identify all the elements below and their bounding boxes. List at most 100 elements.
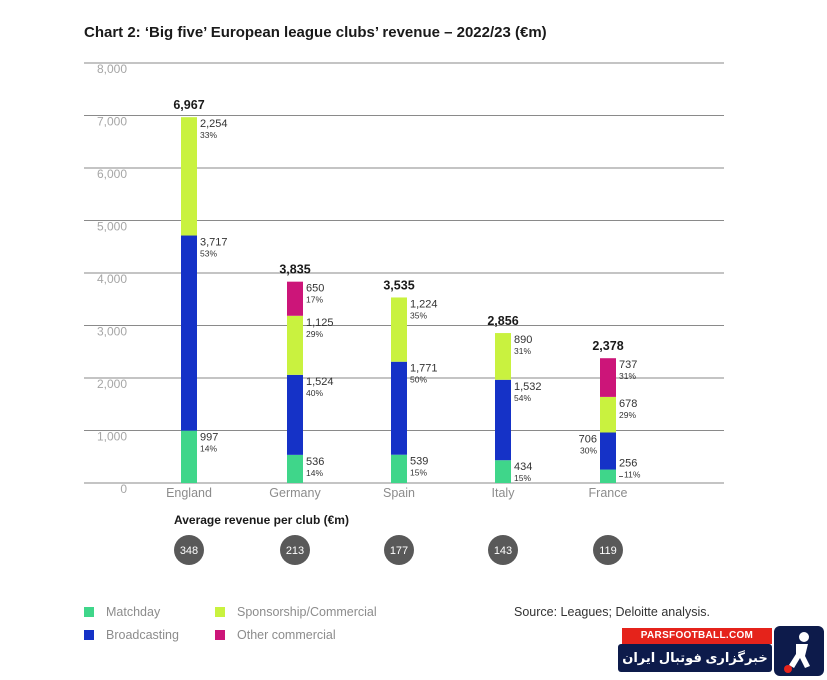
segment-pct-label: 40% — [306, 388, 323, 398]
source-note: Source: Leagues; Deloitte analysis. — [514, 605, 710, 619]
legend-swatch-other — [215, 630, 225, 640]
x-category-label: Italy — [492, 486, 516, 500]
segment-value-label: 890 — [514, 334, 532, 346]
legend-swatch-sponsorship — [215, 607, 225, 617]
segment-value-label: 536 — [306, 456, 324, 468]
y-tick-label: 7,000 — [97, 115, 127, 129]
segment-pct-label: 15% — [514, 473, 531, 483]
y-tick-label: 6,000 — [97, 167, 127, 181]
x-category-label: Germany — [269, 486, 321, 500]
legend-other: Other commercial — [215, 628, 336, 642]
segment-pct-label: 15% — [410, 468, 427, 478]
bar-segment-broadcasting — [181, 235, 197, 431]
bar-chart: 0 1,000 2,000 3,000 4,000 5,000 6,000 7,000 8,00… — [84, 62, 724, 565]
segment-value-label: 539 — [410, 456, 428, 468]
bar-total-label: 3,835 — [279, 263, 310, 277]
y-tick-label: 3,000 — [97, 325, 127, 339]
bar-total-label: 2,856 — [487, 314, 518, 328]
legend-matchday: Matchday — [84, 605, 160, 619]
legend-label-matchday: Matchday — [106, 605, 161, 619]
y-tick-label: 0 — [120, 482, 127, 496]
bar-segment-matchday — [495, 460, 511, 483]
y-tick-label: 1,000 — [97, 430, 127, 444]
segment-pct-label: 33% — [200, 130, 217, 140]
bar-segment-broadcasting — [391, 361, 407, 455]
bar-segment-matchday — [600, 469, 616, 483]
segment-value-label: 2,254 — [200, 118, 228, 130]
avg-revenue-circle — [280, 535, 310, 565]
bar-segment-broadcasting — [287, 374, 303, 455]
bar-total-label: 3,535 — [383, 278, 414, 292]
segment-pct-label: 54% — [514, 393, 531, 403]
bar-total-label: 6,967 — [173, 98, 204, 112]
segment-value-label: 706 — [579, 433, 597, 445]
segment-value-label: 256 — [619, 458, 637, 470]
y-tick-label: 2,000 — [97, 377, 127, 391]
x-category-label: France — [589, 486, 628, 500]
segment-pct-label: 17% — [306, 295, 323, 305]
segment-pct-label: 14% — [200, 444, 217, 454]
bar-segment-sponsorship-commercial — [181, 117, 197, 236]
segment-pct-label: 53% — [200, 249, 217, 259]
segment-pct-label: 14% — [306, 468, 323, 478]
legend-label-broadcasting: Broadcasting — [106, 628, 179, 642]
bar-segment-broadcasting — [600, 432, 616, 470]
avg-revenue-value: 213 — [286, 545, 304, 557]
parsfootball-watermark: PARSFOOTBALL.COM خبرگزاری فوتبال ایران — [618, 626, 826, 676]
avg-revenue-layer: 348 213 177 143 119 — [174, 535, 623, 565]
y-tick-label: 4,000 — [97, 272, 127, 286]
bar-segment-matchday — [391, 454, 407, 483]
segment-value-label: 1,771 — [410, 363, 438, 375]
segment-pct-label: 35% — [410, 310, 427, 320]
bar-segment-matchday — [181, 430, 197, 483]
bar-segment-other-commercial — [287, 281, 303, 316]
bar-segment-sponsorship-commercial — [495, 333, 511, 380]
y-tick-label: 8,000 — [97, 62, 127, 76]
legend-broadcasting: Broadcasting — [84, 628, 179, 642]
labels-layer: 99714%3,71753%2,25433%6,967England53614%… — [166, 98, 641, 500]
segment-pct-label: 11% — [624, 470, 641, 480]
y-tick-label: 5,000 — [97, 220, 127, 234]
x-category-label: England — [166, 486, 212, 500]
chart-title: Chart 2: ‘Big five’ European league club… — [84, 24, 547, 41]
segment-value-label: 997 — [200, 432, 218, 444]
watermark-tagline: خبرگزاری فوتبال ایران — [618, 644, 772, 672]
avg-revenue-circle — [384, 535, 414, 565]
segment-pct-label: 50% — [410, 375, 427, 385]
x-category-label: Spain — [383, 486, 415, 500]
bar-segment-matchday — [287, 454, 303, 483]
segment-value-label: 1,524 — [306, 376, 334, 388]
bar-segment-broadcasting — [495, 379, 511, 461]
avg-revenue-value: 143 — [494, 545, 512, 557]
bar-segment-sponsorship-commercial — [391, 297, 407, 362]
segment-value-label: 3,717 — [200, 237, 228, 249]
football-player-icon — [774, 626, 824, 676]
segment-value-label: 737 — [619, 359, 637, 371]
bar-total-label: 2,378 — [592, 339, 623, 353]
legend-sponsorship: Sponsorship/Commercial — [215, 605, 377, 619]
avg-revenue-circle — [488, 535, 518, 565]
legend-label-sponsorship: Sponsorship/Commercial — [237, 605, 377, 619]
segment-value-label: 1,532 — [514, 381, 542, 393]
segment-pct-label: 31% — [619, 371, 636, 381]
segment-value-label: 1,125 — [306, 317, 334, 329]
segment-value-label: 434 — [514, 461, 532, 473]
segment-value-label: 650 — [306, 283, 324, 295]
bars-layer — [181, 117, 616, 483]
avg-revenue-value: 348 — [180, 545, 198, 557]
avg-revenue-circle — [593, 535, 623, 565]
avg-revenue-value: 119 — [599, 545, 617, 557]
watermark-site: PARSFOOTBALL.COM — [622, 628, 772, 644]
avg-revenue-circle — [174, 535, 204, 565]
segment-value-label: 1,224 — [410, 298, 438, 310]
avg-revenue-title: Average revenue per club (€m) — [174, 513, 349, 527]
avg-revenue-value: 177 — [390, 545, 408, 557]
legend-label-other: Other commercial — [237, 628, 336, 642]
bar-segment-other-commercial — [600, 358, 616, 397]
segment-pct-label: 31% — [514, 346, 531, 356]
segment-pct-label: 30% — [580, 445, 597, 455]
bar-segment-sponsorship-commercial — [600, 396, 616, 433]
segment-pct-label: 29% — [306, 329, 323, 339]
segment-value-label: 678 — [619, 398, 637, 410]
segment-pct-label: 29% — [619, 410, 636, 420]
